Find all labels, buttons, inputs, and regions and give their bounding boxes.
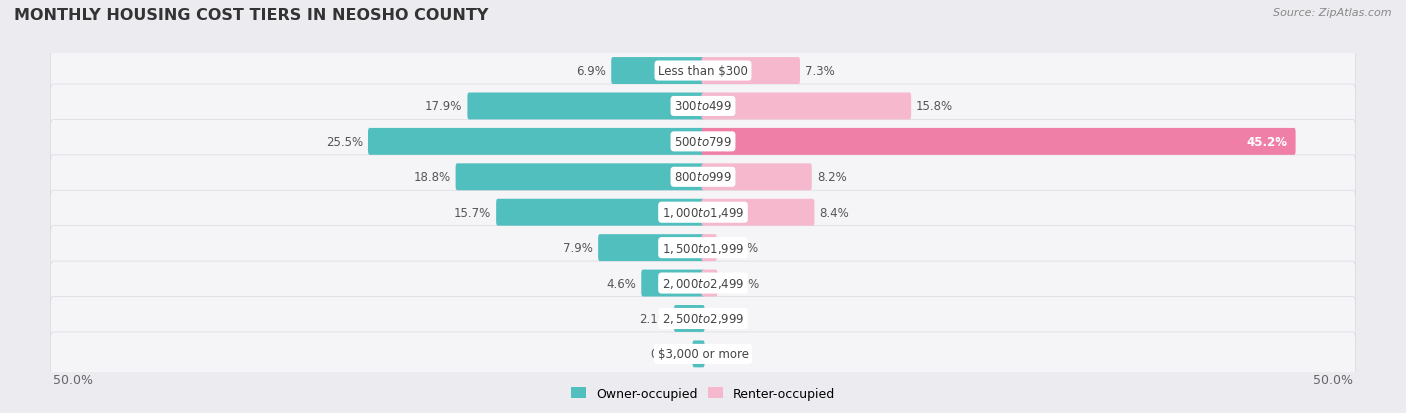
- FancyBboxPatch shape: [641, 270, 704, 297]
- Text: 50.0%: 50.0%: [53, 373, 93, 387]
- Text: 0.0%: 0.0%: [710, 312, 740, 325]
- Text: 0.93%: 0.93%: [721, 242, 759, 254]
- Text: $300 to $499: $300 to $499: [673, 100, 733, 113]
- FancyBboxPatch shape: [702, 199, 814, 226]
- Legend: Owner-occupied, Renter-occupied: Owner-occupied, Renter-occupied: [567, 382, 839, 405]
- FancyBboxPatch shape: [51, 261, 1355, 305]
- FancyBboxPatch shape: [702, 93, 911, 120]
- FancyBboxPatch shape: [702, 164, 811, 191]
- FancyBboxPatch shape: [368, 128, 704, 155]
- FancyBboxPatch shape: [496, 199, 704, 226]
- FancyBboxPatch shape: [51, 120, 1355, 164]
- FancyBboxPatch shape: [456, 164, 704, 191]
- FancyBboxPatch shape: [51, 191, 1355, 235]
- Text: 18.8%: 18.8%: [413, 171, 451, 184]
- FancyBboxPatch shape: [702, 270, 717, 297]
- FancyBboxPatch shape: [51, 226, 1355, 270]
- Text: 4.6%: 4.6%: [606, 277, 637, 290]
- FancyBboxPatch shape: [702, 128, 1295, 155]
- FancyBboxPatch shape: [51, 85, 1355, 128]
- Text: 6.9%: 6.9%: [576, 65, 606, 78]
- FancyBboxPatch shape: [467, 93, 704, 120]
- Text: 0.68%: 0.68%: [651, 348, 688, 361]
- Text: $1,000 to $1,499: $1,000 to $1,499: [662, 206, 744, 220]
- Text: $3,000 or more: $3,000 or more: [658, 348, 748, 361]
- Text: $800 to $999: $800 to $999: [673, 171, 733, 184]
- Text: 8.2%: 8.2%: [817, 171, 846, 184]
- Text: $2,500 to $2,999: $2,500 to $2,999: [662, 312, 744, 326]
- Text: 7.9%: 7.9%: [564, 242, 593, 254]
- Text: 2.1%: 2.1%: [640, 312, 669, 325]
- Text: $2,000 to $2,499: $2,000 to $2,499: [662, 276, 744, 290]
- FancyBboxPatch shape: [702, 235, 717, 261]
- Text: 0.99%: 0.99%: [723, 277, 759, 290]
- Text: 8.4%: 8.4%: [820, 206, 849, 219]
- FancyBboxPatch shape: [612, 58, 704, 85]
- Text: 17.9%: 17.9%: [425, 100, 463, 113]
- Text: Less than $300: Less than $300: [658, 65, 748, 78]
- Text: Source: ZipAtlas.com: Source: ZipAtlas.com: [1274, 8, 1392, 18]
- Text: 15.8%: 15.8%: [917, 100, 953, 113]
- FancyBboxPatch shape: [51, 332, 1355, 376]
- Text: 15.7%: 15.7%: [454, 206, 491, 219]
- FancyBboxPatch shape: [51, 50, 1355, 93]
- Text: $500 to $799: $500 to $799: [673, 135, 733, 149]
- FancyBboxPatch shape: [702, 58, 800, 85]
- FancyBboxPatch shape: [598, 235, 704, 261]
- Text: 50.0%: 50.0%: [1313, 373, 1353, 387]
- Text: 0.0%: 0.0%: [710, 348, 740, 361]
- FancyBboxPatch shape: [51, 297, 1355, 341]
- Text: MONTHLY HOUSING COST TIERS IN NEOSHO COUNTY: MONTHLY HOUSING COST TIERS IN NEOSHO COU…: [14, 8, 488, 23]
- Text: $1,500 to $1,999: $1,500 to $1,999: [662, 241, 744, 255]
- FancyBboxPatch shape: [693, 341, 704, 368]
- Text: 45.2%: 45.2%: [1247, 135, 1288, 149]
- FancyBboxPatch shape: [673, 305, 704, 332]
- Text: 7.3%: 7.3%: [806, 65, 835, 78]
- Text: 25.5%: 25.5%: [326, 135, 363, 149]
- FancyBboxPatch shape: [51, 155, 1355, 199]
